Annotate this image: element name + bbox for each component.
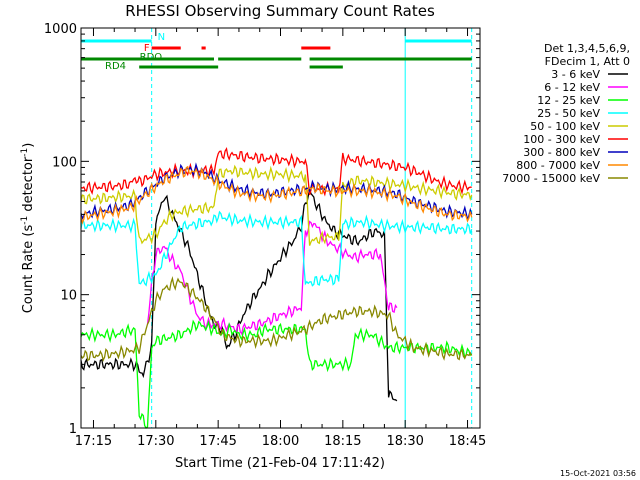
x-tick-label-17-15: 17:15: [75, 434, 112, 449]
y-axis-label: Count Rate (s-1 detector-1): [20, 143, 36, 314]
legend-label-300-800-kev: 300 - 800 keV: [523, 146, 600, 159]
series-line-6-12-kev: [146, 220, 398, 336]
legend-label-50-100-kev: 50 - 100 keV: [530, 120, 600, 133]
x-tick-label-17-45: 17:45: [199, 434, 236, 449]
legend-label-6-12-kev: 6 - 12 keV: [544, 81, 600, 94]
series-line-25-50-kev: [80, 210, 473, 287]
chart-title: RHESSI Observing Summary Count Rates: [125, 2, 435, 20]
x-tick-label-17-30: 17:30: [137, 434, 174, 449]
x-tick-label-18-30: 18:30: [386, 434, 423, 449]
plot-frame: [80, 27, 481, 429]
legend: Det 1,3,4,5,6,9, FDecim 1, Att 0 3 - 6 k…: [502, 42, 630, 185]
y-tick-label-1000: 1000: [44, 22, 77, 37]
series-line-7000-15000-kev: [80, 276, 473, 363]
y-axis-label-main: Count Rate (s: [21, 225, 36, 314]
series-line-50-100-kev: [80, 164, 473, 246]
y-axis-label-sup2: -1: [20, 148, 30, 157]
legend-label-7000-15000-kev: 7000 - 15000 keV: [502, 172, 600, 185]
legend-label-3-6-kev: 3 - 6 keV: [551, 68, 600, 81]
flag-label-rdo: RDO: [140, 52, 163, 63]
x-axis-label: Start Time (21-Feb-04 17:11:42): [175, 456, 385, 471]
flag-label-n: N: [158, 32, 165, 43]
series-line-100-300-kev: [80, 147, 472, 197]
y-tick-label-1: 1: [69, 422, 77, 437]
x-tick-label-18-00: 18:00: [262, 434, 299, 449]
flag-label-f: F: [144, 43, 150, 54]
legend-header-1: Det 1,3,4,5,6,9,: [544, 42, 630, 55]
legend-label-25-50-kev: 25 - 50 keV: [537, 107, 600, 120]
series-line-800-7000-kev: [80, 165, 473, 225]
flag-label-rd4: RD4: [105, 61, 126, 72]
y-axis-label-sup1: -1: [20, 216, 30, 225]
y-axis-label-mid: detector: [21, 156, 36, 216]
series-line-12-25-kev: [80, 319, 473, 429]
legend-label-100-300-kev: 100 - 300 keV: [523, 133, 600, 146]
footer-date: 15-Oct-2021 03:56: [560, 469, 636, 478]
series-group: [80, 147, 473, 429]
x-tick-label-18-45: 18:45: [449, 434, 486, 449]
axes: [80, 27, 481, 429]
y-axis-label-end: ): [21, 143, 36, 148]
legend-label-800-7000-kev: 800 - 7000 keV: [516, 159, 600, 172]
x-tick-labels: 17:15 17:30 17:45 18:00 18:15 18:30 18:45: [75, 434, 487, 449]
legend-label-12-25-kev: 12 - 25 keV: [537, 94, 600, 107]
legend-header-2: FDecim 1, Att 0: [545, 55, 630, 68]
y-tick-label-10: 10: [60, 289, 77, 304]
series-line-3-6-kev: [80, 187, 398, 402]
x-tick-label-18-15: 18:15: [324, 434, 361, 449]
y-tick-labels: 1 10 100 1000: [44, 22, 77, 437]
y-tick-label-100: 100: [52, 155, 77, 170]
